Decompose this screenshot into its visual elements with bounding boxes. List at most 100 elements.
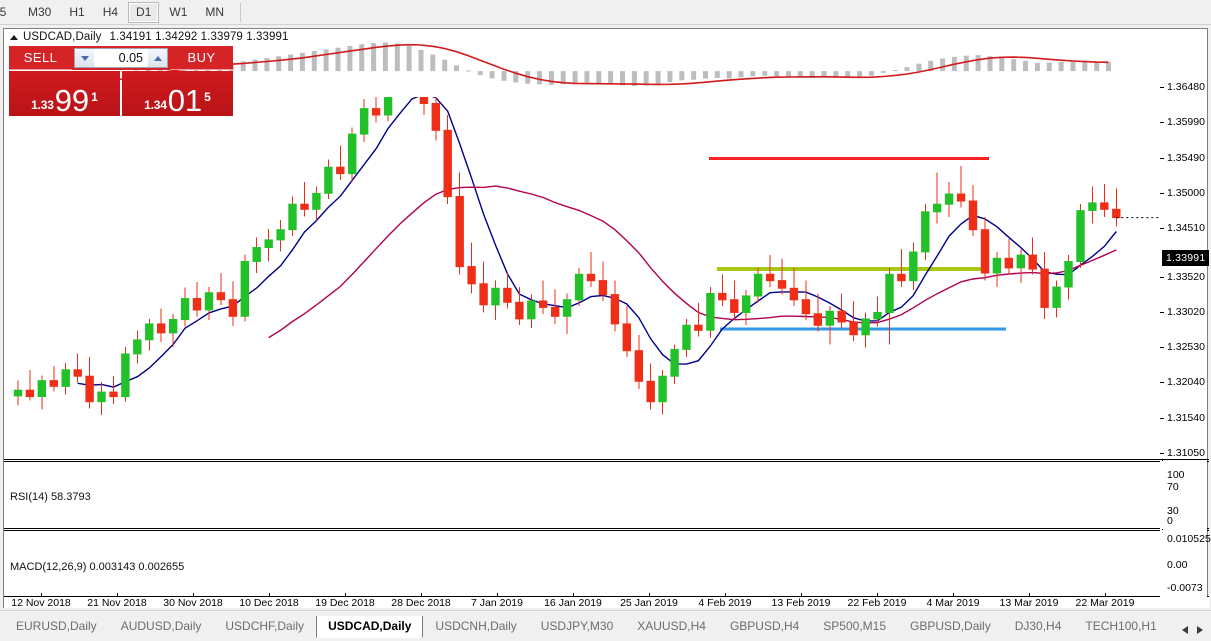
date-axis-label: 12 Nov 2018 <box>11 597 71 609</box>
buy-button[interactable]: BUY <box>170 46 233 70</box>
volume-decrease-button[interactable] <box>74 48 94 68</box>
date-axis-label: 10 Dec 2018 <box>239 597 299 609</box>
macd-scale-label: -0.0073 <box>1167 582 1203 594</box>
collapse-caret-icon[interactable] <box>10 34 18 40</box>
price-scale-tick <box>1160 382 1164 383</box>
price-scale-tick <box>1160 228 1164 229</box>
date-axis-tick <box>877 593 878 597</box>
pane-divider-2b <box>4 530 1209 531</box>
date-axis-tick <box>573 593 574 597</box>
date-axis-tick <box>725 593 726 597</box>
chart-tab-tech100-h1[interactable]: TECH100,H1 <box>1085 619 1157 633</box>
timeframe-button-m5[interactable]: 5 <box>0 5 7 19</box>
volume-stepper: 0.05 <box>72 46 170 70</box>
date-axis-label: 28 Dec 2018 <box>391 597 451 609</box>
price-scale-label: 1.35490 <box>1167 152 1205 164</box>
price-scale[interactable]: 1.36480 1.35990 1.35490 1.35000 1.34510 1.335… <box>1160 29 1210 485</box>
date-axis-tick <box>421 593 422 597</box>
timeframe-button-mn[interactable]: MN <box>205 5 225 19</box>
chart-tab-usdchf-daily[interactable]: USDCHF,Daily <box>225 619 305 633</box>
date-axis-label: 19 Dec 2018 <box>315 597 375 609</box>
buy-price-box[interactable]: 1.34 01 5 <box>122 71 233 116</box>
price-scale-tick <box>1160 87 1164 88</box>
pane-divider-2 <box>4 528 1209 529</box>
rsi-title-label: RSI(14) 58.3793 <box>10 491 91 503</box>
date-axis-label: 25 Jan 2019 <box>620 597 678 609</box>
chart-tab-gbpusd-daily[interactable]: GBPUSD,Daily <box>910 619 991 633</box>
sell-price-prefix: 1.33 <box>31 98 54 112</box>
macd-scale-label: 0.00 <box>1167 559 1188 571</box>
chart-tab-audusd-daily[interactable]: AUDUSD,Daily <box>120 619 202 633</box>
chart-tab-gbpusd-h4[interactable]: GBPUSD,H4 <box>729 619 800 633</box>
date-axis-tick <box>497 593 498 597</box>
price-scale-label: 1.33020 <box>1167 306 1205 318</box>
chart-tab-u[interactable]: U <box>1169 616 1178 638</box>
date-axis[interactable]: 12 Nov 2018 21 Nov 2018 30 Nov 2018 10 Dec … <box>4 593 1209 609</box>
pane-divider-3 <box>4 596 1209 597</box>
pane-divider-1 <box>4 459 1209 460</box>
trade-panel-prices: 1.33 99 1 1.34 01 5 <box>9 71 233 116</box>
date-axis-label: 13 Mar 2019 <box>999 597 1059 609</box>
date-axis-tick <box>649 593 650 597</box>
date-axis-label: 21 Nov 2018 <box>87 597 147 609</box>
price-scale-tick <box>1160 158 1164 159</box>
date-axis-tick <box>193 593 194 597</box>
chart-tab-eurusd-daily[interactable]: EURUSD,Daily <box>16 619 97 633</box>
chart-tab-dj30-h4[interactable]: DJ30,H4 <box>1014 619 1062 633</box>
chart-tab-xauusd-h4[interactable]: XAUUSD,H4 <box>637 619 706 633</box>
rsi-scale-label: 0 <box>1167 515 1173 527</box>
price-scale-tick <box>1160 193 1164 194</box>
chart-tab-sp500-m15[interactable]: SP500,M15 <box>823 619 887 633</box>
timeframe-button-h1[interactable]: H1 <box>69 5 85 19</box>
macd-title-label: MACD(12,26,9) 0.003143 0.002655 <box>10 561 185 573</box>
chart-tabs-container: EURUSD,Daily AUDUSD,Daily USDCHF,Daily USDC… <box>4 616 1178 641</box>
sell-price-box[interactable]: 1.33 99 1 <box>9 71 120 116</box>
rsi-scale-label: 70 <box>1167 481 1179 493</box>
price-scale-label: 1.32040 <box>1167 376 1205 388</box>
price-scale-label: 1.33520 <box>1167 271 1205 283</box>
price-scale-label: 1.32530 <box>1167 341 1205 353</box>
timeframe-button-w1[interactable]: W1 <box>169 5 188 19</box>
scroll-left-icon[interactable] <box>1182 626 1188 634</box>
rsi-scale-label: 100 <box>1167 469 1185 481</box>
date-axis-label: 22 Mar 2019 <box>1075 597 1135 609</box>
date-axis-tick <box>269 593 270 597</box>
date-axis-tick <box>801 593 802 597</box>
timeframe-button-m30[interactable]: M30 <box>28 5 52 19</box>
date-axis-tick <box>953 593 954 597</box>
price-scale-label: 1.35990 <box>1167 116 1205 128</box>
price-scale-label: 1.31540 <box>1167 412 1205 424</box>
timeframe-button-h4[interactable]: H4 <box>102 5 119 19</box>
price-scale-tick <box>1160 312 1164 313</box>
date-axis-tick <box>345 593 346 597</box>
date-axis-label: 30 Nov 2018 <box>163 597 223 609</box>
sell-button[interactable]: SELL <box>9 46 72 70</box>
scroll-right-icon[interactable] <box>1197 626 1203 634</box>
price-scale-label: 1.34510 <box>1167 222 1205 234</box>
price-scale-label: 1.31050 <box>1167 447 1205 459</box>
date-axis-tick <box>41 593 42 597</box>
chart-title-bar: USDCAD,Daily 1.34191 1.34292 1.33979 1.3… <box>4 29 289 45</box>
chart-tab-usdcad-daily[interactable]: USDCAD,Daily <box>316 616 424 638</box>
timeframe-toolbar: 5 M30 H1 H4 D1 W1 MN <box>0 0 1211 25</box>
sell-price-main: 99 <box>54 83 90 116</box>
date-axis-tick <box>1105 593 1106 597</box>
macd-scale-label: 0.010525 <box>1167 533 1211 545</box>
chart-tab-usdcnh-daily[interactable]: USDCNH,Daily <box>435 619 517 633</box>
date-axis-label: 22 Feb 2019 <box>847 597 907 609</box>
chart-symbol-label: USDCAD,Daily <box>23 31 102 43</box>
chart-tab-bar: EURUSD,Daily AUDUSD,Daily USDCHF,Daily USDC… <box>0 610 1211 641</box>
sell-price-fraction: 1 <box>91 90 98 105</box>
chart-ohlc-values: 1.34191 1.34292 1.33979 1.33991 <box>109 31 289 43</box>
chart-tab-usdjpy-m30[interactable]: USDJPY,M30 <box>540 619 614 633</box>
chevron-up-icon <box>153 55 162 61</box>
timeframe-button-d1[interactable]: D1 <box>128 1 160 23</box>
volume-input[interactable]: 0.05 <box>94 48 148 68</box>
date-axis-tick <box>117 593 118 597</box>
rsi-scale: 100 70 30 0 <box>1160 461 1207 529</box>
tab-scroll-arrows <box>1178 626 1211 641</box>
price-scale-label: 1.36480 <box>1167 81 1205 93</box>
volume-increase-button[interactable] <box>148 48 168 68</box>
price-scale-label: 1.35000 <box>1167 187 1205 199</box>
